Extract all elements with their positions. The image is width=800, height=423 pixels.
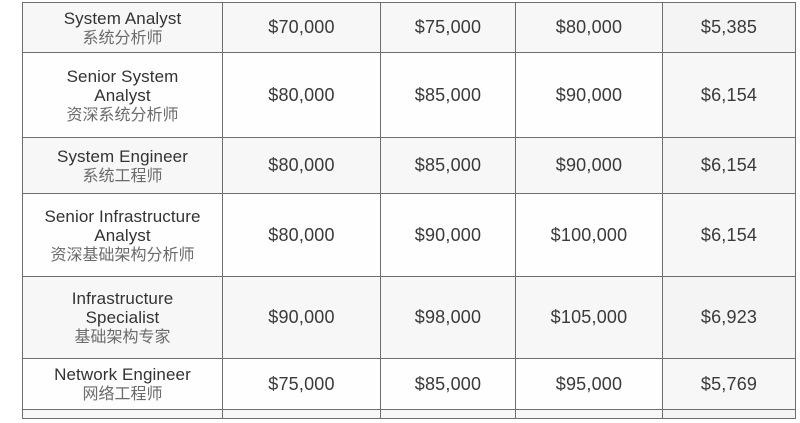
salary-table: System Analyst 系统分析师 $70,000 $75,000 $80… — [22, 2, 796, 419]
salary-min-cell: $80,000 — [222, 137, 381, 194]
salary-min-cell: $75,000 — [222, 358, 381, 410]
role-title: System Engineer 系统工程师 — [23, 143, 222, 189]
salary-monthly-cell: $5,385 — [662, 2, 796, 53]
table-row: System Engineer 系统工程师 $80,000 $85,000 $9… — [22, 137, 796, 194]
salary-mid-cell: $85,000 — [380, 137, 516, 194]
role-title-zh: 网络工程师 — [82, 384, 163, 404]
salary-monthly-cell: $6,154 — [662, 137, 796, 194]
salary-mid-value: $75,000 — [414, 17, 482, 37]
role-cell: System Analyst 系统分析师 — [22, 2, 223, 53]
role-cell: Network Engineer 网络工程师 — [22, 358, 223, 410]
salary-monthly-cell: $6,923 — [662, 276, 796, 359]
salary-min-cell — [222, 409, 381, 419]
table-row: Network Engineer 网络工程师 $75,000 $85,000 $… — [22, 358, 796, 410]
salary-mid-value: $85,000 — [414, 84, 482, 105]
salary-monthly-value: $5,385 — [700, 17, 758, 37]
salary-max-cell: $105,000 — [515, 276, 663, 359]
table-row: Infrastructure Specialist 基础架构专家 $90,000… — [22, 276, 796, 359]
salary-mid-cell — [380, 409, 516, 419]
salary-table-body: System Analyst 系统分析师 $70,000 $75,000 $80… — [22, 2, 796, 419]
table-row-clipped — [22, 409, 796, 419]
role-title: Infrastructure Specialist 基础架构专家 — [23, 285, 222, 350]
role-cell: Senior System Analyst 资深系统分析师 — [22, 52, 223, 138]
role-title-en: System Engineer — [57, 146, 188, 166]
salary-mid-value: $90,000 — [414, 224, 482, 245]
role-title: Senior Infrastructure Analyst 资深基础架构分析师 — [23, 203, 222, 268]
salary-max-cell — [515, 409, 663, 419]
salary-mid-cell: $85,000 — [380, 52, 516, 138]
salary-max-value: $90,000 — [555, 84, 623, 105]
salary-mid-cell: $85,000 — [380, 358, 516, 410]
salary-max-value: $100,000 — [550, 224, 628, 245]
salary-max-cell: $90,000 — [515, 52, 663, 138]
role-title-zh: 资深基础架构分析师 — [50, 244, 195, 264]
role-title-zh: 系统工程师 — [82, 165, 163, 185]
salary-mid-value: $98,000 — [414, 307, 482, 327]
role-title-en: Senior Infrastructure Analyst — [44, 206, 201, 245]
salary-monthly-cell: $6,154 — [662, 52, 796, 138]
role-title-zh: 系统分析师 — [82, 27, 163, 47]
salary-monthly-value: $5,769 — [700, 373, 758, 394]
role-cell — [22, 409, 223, 419]
salary-mid-value: $85,000 — [414, 373, 482, 394]
salary-min-cell: $70,000 — [222, 2, 381, 53]
table-row: System Analyst 系统分析师 $70,000 $75,000 $80… — [22, 2, 796, 53]
salary-max-value: $90,000 — [555, 155, 623, 175]
salary-monthly-value: $6,154 — [700, 224, 758, 245]
salary-min-value: $90,000 — [268, 307, 335, 327]
table-row: Senior Infrastructure Analyst 资深基础架构分析师 … — [22, 193, 796, 277]
salary-monthly-cell — [662, 409, 796, 419]
salary-max-value: $95,000 — [555, 373, 623, 394]
role-title: Senior System Analyst 资深系统分析师 — [23, 63, 222, 128]
salary-min-value: $80,000 — [268, 84, 335, 105]
role-title-en: System Analyst — [63, 8, 182, 28]
role-title-en: Senior System Analyst — [66, 66, 179, 105]
salary-min-value: $80,000 — [268, 224, 335, 245]
salary-max-cell: $90,000 — [515, 137, 663, 194]
salary-mid-cell: $90,000 — [380, 193, 516, 277]
role-cell: Senior Infrastructure Analyst 资深基础架构分析师 — [22, 193, 223, 277]
role-title: System Analyst 系统分析师 — [23, 5, 222, 51]
role-title-zh: 基础架构专家 — [74, 327, 171, 347]
salary-min-value: $70,000 — [268, 17, 335, 37]
salary-max-value: $105,000 — [550, 307, 628, 327]
salary-monthly-value: $6,154 — [700, 84, 758, 105]
salary-monthly-value: $6,154 — [700, 155, 758, 175]
salary-min-cell: $80,000 — [222, 52, 381, 138]
salary-mid-cell: $98,000 — [380, 276, 516, 359]
salary-min-cell: $90,000 — [222, 276, 381, 359]
role-title-en: Network Engineer — [54, 365, 191, 385]
salary-max-cell: $95,000 — [515, 358, 663, 410]
role-title-zh: 资深系统分析师 — [66, 104, 179, 124]
salary-monthly-cell: $5,769 — [662, 358, 796, 410]
salary-min-cell: $80,000 — [222, 193, 381, 277]
salary-max-cell: $80,000 — [515, 2, 663, 53]
role-cell: Infrastructure Specialist 基础架构专家 — [22, 276, 223, 359]
salary-mid-cell: $75,000 — [380, 2, 516, 53]
table-row: Senior System Analyst 资深系统分析师 $80,000 $8… — [22, 52, 796, 138]
salary-min-value: $80,000 — [268, 155, 335, 175]
salary-min-value: $75,000 — [268, 373, 335, 394]
salary-max-value: $80,000 — [555, 17, 623, 37]
role-title-en: Infrastructure Specialist — [71, 289, 174, 328]
role-cell: System Engineer 系统工程师 — [22, 137, 223, 194]
salary-max-cell: $100,000 — [515, 193, 663, 277]
salary-mid-value: $85,000 — [414, 155, 482, 175]
salary-monthly-value: $6,923 — [700, 307, 758, 327]
salary-monthly-cell: $6,154 — [662, 193, 796, 277]
role-title: Network Engineer 网络工程师 — [23, 361, 222, 407]
